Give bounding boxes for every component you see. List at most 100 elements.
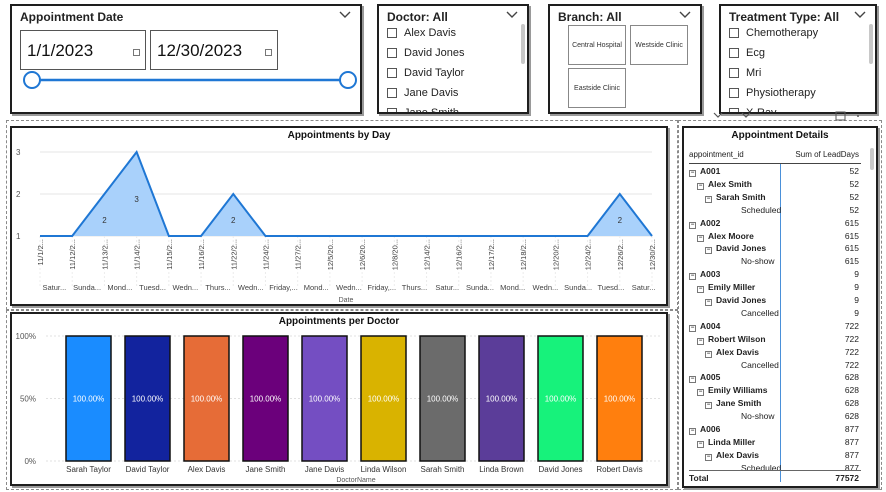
doctor-list-item[interactable]: David Taylor (387, 64, 464, 82)
treatment-slicer-title: Treatment Type: All (729, 10, 840, 24)
x-tick-label: 12/18/2... (519, 239, 528, 270)
table-row[interactable]: − Alex Davis 722 (689, 346, 861, 359)
calendar-icon[interactable] (133, 49, 140, 56)
checkbox[interactable] (729, 68, 739, 78)
checkbox[interactable] (729, 88, 739, 98)
visual-header-icons[interactable] (708, 110, 868, 122)
treatment-list-item[interactable]: Physiotherapy (729, 84, 816, 102)
chevron-down-icon[interactable] (338, 9, 352, 21)
doctor-list-item[interactable]: Jane Davis (387, 84, 458, 102)
checkbox[interactable] (387, 88, 397, 98)
collapse-icon[interactable]: − (705, 350, 712, 358)
collapse-icon[interactable]: − (697, 337, 704, 345)
table-row[interactable]: − David Jones 9 (689, 294, 861, 307)
collapse-icon[interactable]: − (705, 195, 712, 203)
table-row[interactable]: Cancelled 9 (689, 307, 861, 320)
collapse-icon[interactable]: − (689, 170, 696, 177)
table-row[interactable]: − A003 9 (689, 268, 861, 281)
collapse-icon[interactable]: − (689, 324, 696, 332)
collapse-icon[interactable]: − (697, 440, 704, 448)
end-date-input[interactable]: 12/30/2023 (150, 30, 278, 70)
slider-start-handle[interactable] (23, 71, 41, 89)
collapse-icon[interactable]: − (697, 389, 704, 397)
doctor-list-item[interactable]: Jane Smith (387, 104, 459, 112)
collapse-icon[interactable]: − (689, 376, 696, 384)
appointments-by-day-chart[interactable]: Appointments by Day 1 2 3 2 3 2 2 11/1/2... 11/1… (10, 126, 668, 306)
checkbox[interactable] (387, 68, 397, 78)
table-row[interactable]: − A001 52 (689, 165, 861, 178)
collapse-icon[interactable]: − (689, 273, 696, 281)
branch-tile-central[interactable]: Central Hospital (568, 25, 626, 65)
x-day-label: Wedn... (238, 283, 264, 292)
table-row[interactable]: − Jane Smith 628 (689, 397, 861, 410)
collapse-icon[interactable]: − (705, 402, 712, 410)
treatment-list-item[interactable]: Chemotherapy (729, 24, 818, 42)
calendar-icon[interactable] (265, 49, 272, 56)
table-row[interactable]: − A006 877 (689, 423, 861, 436)
table-row[interactable]: Scheduled 52 (689, 204, 861, 217)
branch-tile-westside[interactable]: Westside Clinic (630, 25, 688, 65)
table-row[interactable]: No-show 628 (689, 410, 861, 423)
table-row[interactable]: − A002 615 (689, 217, 861, 230)
table-row[interactable]: − David Jones 615 (689, 242, 861, 255)
treatment-list-item[interactable]: Mri (729, 64, 761, 82)
collapse-icon[interactable]: − (705, 247, 712, 255)
row-value: 722 (844, 359, 859, 370)
chevron-down-icon[interactable] (678, 9, 692, 21)
table-row[interactable]: − Emily Williams 628 (689, 384, 861, 397)
doctor-scrollbar[interactable] (521, 24, 525, 64)
chevron-down-icon[interactable] (505, 9, 519, 21)
table-row[interactable]: − Robert Wilson 722 (689, 333, 861, 346)
checkbox[interactable] (387, 48, 397, 58)
table-scrollbar[interactable] (870, 148, 874, 170)
row-label: Cancelled (741, 307, 779, 318)
table-row[interactable]: − Sarah Smith 52 (689, 191, 861, 204)
collapse-icon[interactable]: − (697, 182, 704, 190)
x-tick-label: 11/12/2... (68, 239, 77, 270)
collapse-icon[interactable]: − (705, 299, 712, 306)
treatment-scrollbar[interactable] (869, 24, 873, 64)
collapse-icon[interactable]: − (697, 286, 704, 294)
branch-slicer[interactable]: Branch: All Central Hospital Westside Cl… (548, 4, 702, 114)
table-row[interactable]: No-show 615 (689, 255, 861, 268)
collapse-icon[interactable]: − (705, 453, 712, 461)
slider-end-handle[interactable] (339, 71, 357, 89)
row-value: 628 (844, 372, 859, 383)
table-row[interactable]: − Emily Miller 9 (689, 281, 861, 294)
checkbox[interactable] (729, 28, 739, 38)
chart-title: Appointments per Doctor (278, 316, 400, 327)
table-row[interactable]: − Alex Moore 615 (689, 230, 861, 243)
doctor-list-item-label: Alex Davis (404, 27, 456, 39)
row-label: David Jones (716, 295, 767, 305)
start-date-input[interactable]: 1/1/2023 (20, 30, 146, 70)
table-row[interactable]: − Alex Davis 877 (689, 449, 861, 462)
appointments-per-doctor-chart[interactable]: Appointments per Doctor 0% 50% 100% 100.00%… (10, 312, 668, 486)
collapse-icon[interactable]: − (697, 234, 704, 242)
column-header-appointment-id[interactable]: appointment_id (689, 150, 744, 159)
treatment-list-item[interactable]: X-Ray (729, 104, 777, 112)
collapse-icon[interactable]: − (689, 221, 696, 229)
doctor-slicer[interactable]: Doctor: All Alex Davis David Jones David T… (377, 4, 529, 114)
branch-tile-eastside[interactable]: Eastside Clinic (568, 68, 626, 108)
table-row[interactable]: − Alex Smith 52 (689, 178, 861, 191)
table-row[interactable]: − Linda Miller 877 (689, 436, 861, 449)
doctor-list-item[interactable]: David Jones (387, 44, 465, 62)
treatment-slicer[interactable]: Treatment Type: All Chemotherapy Ecg Mri Ph… (719, 4, 877, 114)
date-slicer[interactable]: Appointment Date 1/1/2023 12/30/2023 (10, 4, 362, 114)
table-row[interactable]: Cancelled 722 (689, 359, 861, 372)
treatment-list-item[interactable]: Ecg (729, 44, 765, 62)
table-row[interactable]: − A005 628 (689, 371, 861, 384)
checkbox[interactable] (387, 28, 397, 38)
checkbox[interactable] (729, 48, 739, 58)
checkbox[interactable] (729, 108, 739, 112)
table-row[interactable]: − A004 722 (689, 320, 861, 333)
column-header-sum-leaddays[interactable]: Sum of LeadDays (795, 150, 859, 159)
date-range-slider[interactable] (20, 68, 360, 92)
doctor-list-item[interactable]: Alex Davis (387, 24, 456, 42)
collapse-icon[interactable]: − (689, 428, 696, 435)
x-tick-label: Jane Davis (305, 465, 345, 474)
chevron-down-icon[interactable] (853, 9, 867, 21)
appointment-details-table[interactable]: Appointment Details appointment_id Sum o… (682, 126, 878, 488)
checkbox[interactable] (387, 108, 397, 112)
table-row[interactable]: Scheduled 877 (689, 462, 861, 475)
